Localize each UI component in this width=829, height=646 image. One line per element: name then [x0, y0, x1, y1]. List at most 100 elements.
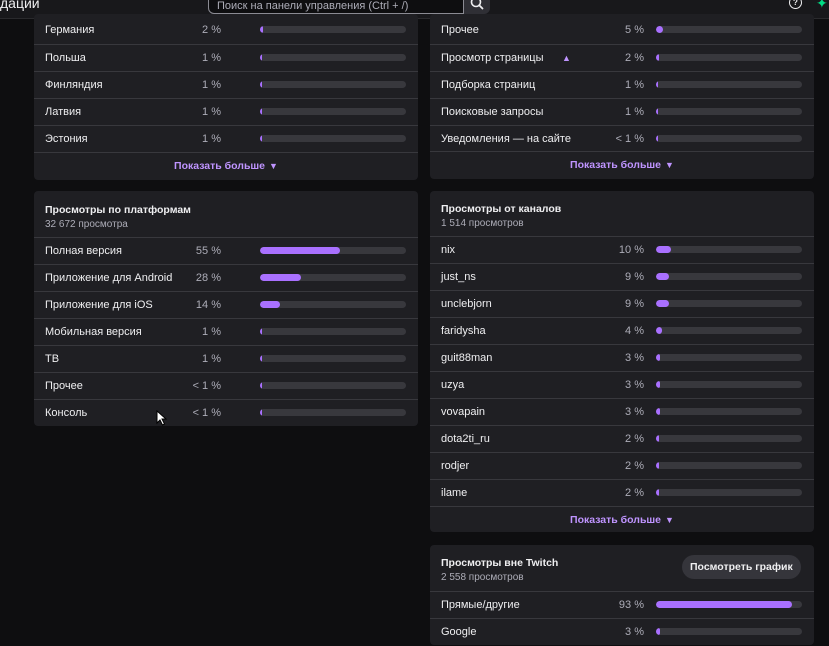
- row-percent: 1 %: [625, 79, 644, 91]
- row-percent: 3 %: [625, 352, 644, 364]
- progress-bar: [656, 54, 802, 61]
- row-label: Прочее: [45, 380, 83, 392]
- progress-bar: [656, 601, 802, 608]
- row-label: Прямые/другие: [441, 599, 520, 611]
- sparkle-icon[interactable]: ✦: [816, 0, 828, 11]
- row-label: Приложение для Android: [45, 272, 173, 284]
- row-label: Подборка страниц: [441, 79, 536, 91]
- channels-card: Просмотры от каналов 1 514 просмотров ni…: [430, 191, 814, 532]
- list-row: Приложение для Android 28 %: [34, 264, 418, 292]
- progress-fill: [260, 247, 341, 254]
- row-label: Прочее: [441, 24, 479, 36]
- list-row: nix 10 %: [430, 236, 814, 264]
- card-subtitle: 32 672 просмотра: [45, 219, 128, 230]
- page-title: дации: [0, 0, 40, 11]
- progress-bar: [656, 435, 802, 442]
- progress-fill: [260, 108, 263, 115]
- progress-bar: [656, 246, 802, 253]
- list-row: Прочее < 1 %: [34, 372, 418, 400]
- progress-bar: [656, 462, 802, 469]
- row-label: Поисковые запросы: [441, 106, 544, 118]
- row-percent: 2 %: [202, 24, 221, 36]
- search-input[interactable]: [217, 0, 457, 12]
- row-percent: 3 %: [625, 626, 644, 638]
- progress-bar: [260, 26, 406, 33]
- progress-bar: [656, 628, 802, 635]
- progress-fill: [656, 354, 661, 361]
- progress-bar: [260, 274, 406, 281]
- progress-fill: [656, 135, 659, 142]
- row-label: Мобильная версия: [45, 326, 142, 338]
- progress-bar: [656, 26, 802, 33]
- progress-fill: [656, 54, 659, 61]
- row-label: Латвия: [45, 106, 82, 118]
- chevron-down-icon: ▼: [665, 160, 674, 170]
- show-more-sources[interactable]: Показать больше ▼: [430, 151, 814, 178]
- list-row: guit88man 3 %: [430, 344, 814, 372]
- row-percent: 3 %: [625, 406, 644, 418]
- row-percent: 2 %: [625, 433, 644, 445]
- progress-bar: [656, 381, 802, 388]
- progress-bar: [656, 489, 802, 496]
- list-row: Полная версия 55 %: [34, 237, 418, 265]
- progress-bar: [656, 81, 802, 88]
- progress-bar: [656, 108, 802, 115]
- list-row: Приложение для iOS 14 %: [34, 291, 418, 319]
- progress-fill: [656, 489, 659, 496]
- list-row: faridysha 4 %: [430, 317, 814, 345]
- list-row: Поисковые запросы 1 %: [430, 98, 814, 126]
- row-percent: < 1 %: [192, 407, 221, 419]
- row-percent: 14 %: [195, 299, 221, 311]
- view-graph-button[interactable]: Посмотреть график: [682, 555, 801, 579]
- row-percent: < 1 %: [192, 380, 221, 392]
- row-percent: 5 %: [625, 24, 644, 36]
- card-title: Просмотры по платформам: [45, 204, 191, 216]
- platforms-card: Просмотры по платформам 32 672 просмотра…: [34, 191, 418, 426]
- chevron-down-icon: ▼: [269, 161, 278, 171]
- countries-card: Германия 2 % Польша 1 % Финляндия 1 % Латвия 1 …: [34, 14, 418, 180]
- progress-fill: [656, 246, 671, 253]
- progress-bar: [260, 328, 406, 335]
- list-row: vovapain 3 %: [430, 398, 814, 426]
- list-row: ТВ 1 %: [34, 345, 418, 373]
- progress-fill: [656, 462, 659, 469]
- row-label: Приложение для iOS: [45, 299, 153, 311]
- search-button[interactable]: [464, 0, 490, 14]
- row-label: guit88man: [441, 352, 493, 364]
- list-row: Латвия 1 %: [34, 98, 418, 126]
- chevron-up-icon[interactable]: ▲: [562, 53, 571, 63]
- list-row: unclebjorn 9 %: [430, 290, 814, 318]
- progress-fill: [260, 409, 263, 416]
- row-percent: 1 %: [202, 353, 221, 365]
- help-icon[interactable]: ?: [789, 0, 802, 9]
- search-box[interactable]: [208, 0, 464, 14]
- row-label: vovapain: [441, 406, 486, 418]
- list-row: Польша 1 %: [34, 44, 418, 72]
- external-card: Просмотры вне Twitch 2 558 просмотров По…: [430, 545, 814, 645]
- row-label: dota2ti_ru: [441, 433, 490, 445]
- row-percent: 10 %: [618, 244, 644, 256]
- row-percent: 9 %: [625, 298, 644, 310]
- row-percent: 1 %: [202, 52, 221, 64]
- show-more-channels[interactable]: Показать больше ▼: [430, 506, 814, 533]
- progress-bar: [260, 355, 406, 362]
- card-title: Просмотры вне Twitch: [441, 557, 559, 569]
- progress-fill: [260, 382, 263, 389]
- list-row: Уведомления — на сайте < 1 %: [430, 125, 814, 153]
- row-percent: 2 %: [625, 487, 644, 499]
- row-label: Эстония: [45, 133, 88, 145]
- row-percent: 4 %: [625, 325, 644, 337]
- row-label: Уведомления — на сайте: [441, 133, 571, 145]
- row-label: Консоль: [45, 407, 88, 419]
- show-more-countries[interactable]: Показать больше ▼: [34, 152, 418, 179]
- row-label: faridysha: [441, 325, 486, 337]
- row-label: ТВ: [45, 353, 60, 365]
- list-row: uzya 3 %: [430, 371, 814, 399]
- progress-bar: [260, 382, 406, 389]
- row-percent: 1 %: [625, 106, 644, 118]
- row-percent: 28 %: [195, 272, 221, 284]
- row-percent: 3 %: [625, 379, 644, 391]
- progress-bar: [656, 408, 802, 415]
- row-label: Просмотр страницы: [441, 52, 544, 64]
- progress-fill: [656, 108, 659, 115]
